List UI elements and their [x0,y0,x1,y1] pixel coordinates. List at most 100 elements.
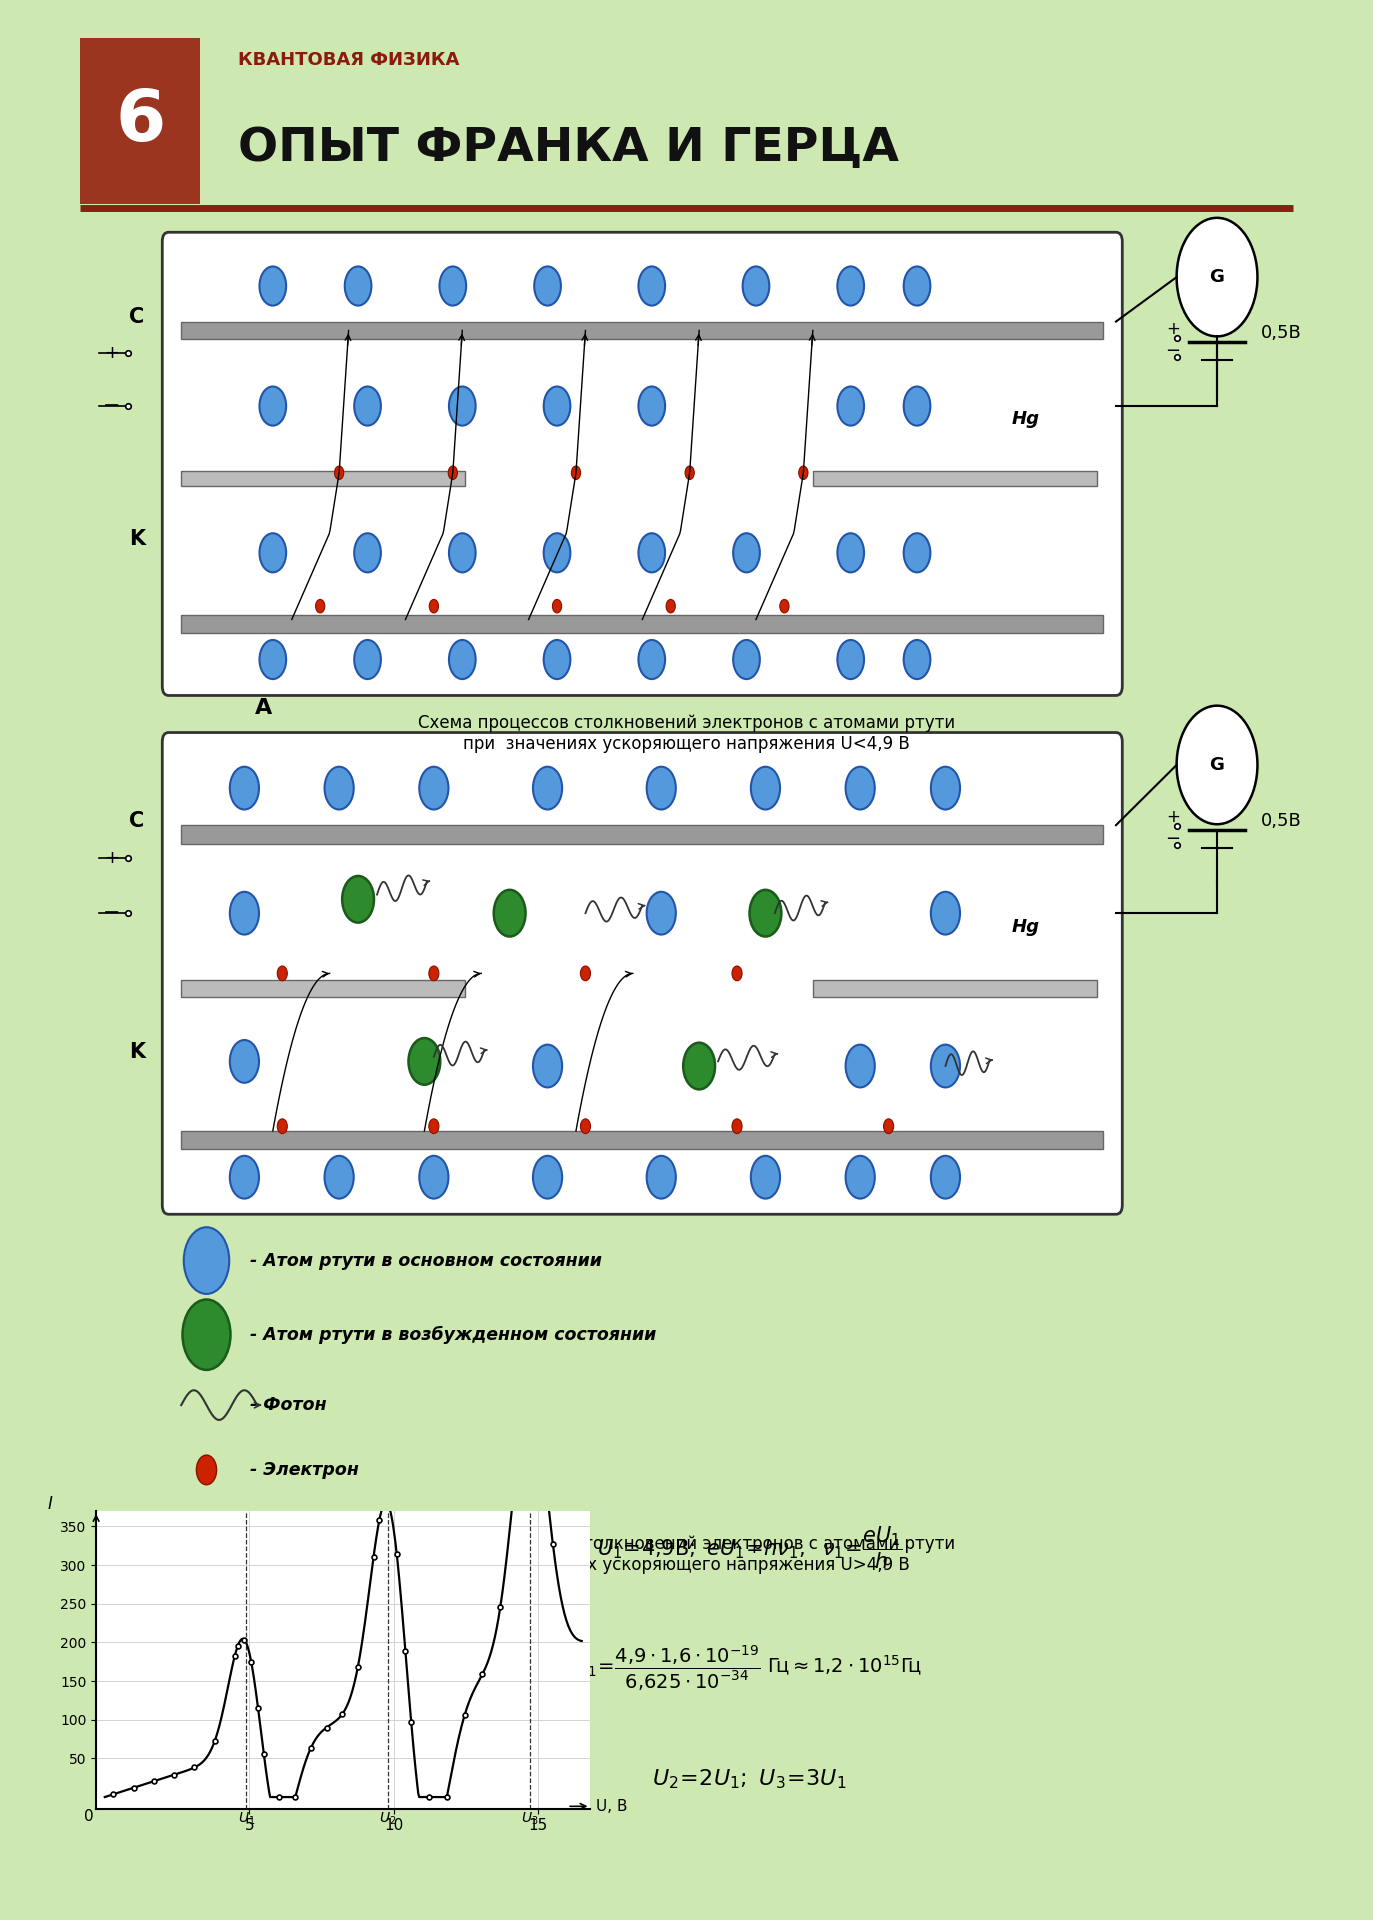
Circle shape [342,876,373,924]
Circle shape [354,534,380,572]
Circle shape [931,1156,960,1198]
Circle shape [666,599,676,612]
Bar [181,826,1104,843]
Text: +: + [104,849,119,866]
Text: 6: 6 [115,86,165,156]
Circle shape [733,639,759,680]
Circle shape [638,267,665,305]
Text: +: + [1166,808,1179,826]
Circle shape [533,1156,562,1198]
Circle shape [428,1119,439,1133]
Circle shape [750,889,781,937]
Circle shape [345,267,372,305]
Circle shape [229,766,259,810]
Circle shape [751,1156,780,1198]
Circle shape [732,966,741,981]
Circle shape [183,1300,231,1369]
Circle shape [277,966,287,981]
Bar [813,981,1097,996]
Circle shape [439,267,467,305]
Bar [181,614,1104,634]
Circle shape [428,966,439,981]
Text: Hg: Hg [1012,411,1039,428]
Text: 0,5В: 0,5В [1262,324,1302,342]
Text: C: C [129,810,144,831]
Circle shape [449,639,475,680]
Text: Hg: Hg [1012,918,1039,937]
Circle shape [780,599,789,612]
Bar [181,321,1104,340]
Text: +: + [104,344,119,361]
Circle shape [354,386,380,426]
Circle shape [931,891,960,935]
Text: G: G [1210,269,1225,286]
Circle shape [1177,707,1258,824]
Text: +: + [1166,321,1179,338]
Circle shape [316,599,325,612]
Text: 0,5В: 0,5В [1262,812,1302,829]
Text: K: K [129,1043,146,1062]
Circle shape [638,534,665,572]
Circle shape [324,1156,354,1198]
Circle shape [838,639,864,680]
Circle shape [903,267,931,305]
Circle shape [638,639,665,680]
Circle shape [419,766,449,810]
Circle shape [259,386,286,426]
Circle shape [544,639,570,680]
Circle shape [324,766,354,810]
FancyBboxPatch shape [162,733,1122,1213]
Text: K: K [129,530,146,549]
Circle shape [533,1044,562,1087]
Circle shape [184,1227,229,1294]
Circle shape [838,534,864,572]
Text: $U_2\!=\!2U_1;\ U_3\!=\!3U_1$: $U_2\!=\!2U_1;\ U_3\!=\!3U_1$ [652,1768,847,1791]
Text: ОПЫТ ФРАНКА И ГЕРЦА: ОПЫТ ФРАНКА И ГЕРЦА [238,127,899,171]
Text: $U_1\!=\!4{,}9\mathrm{B};\ eU_1\!=\!h\nu_1,\ \ \nu_1\!=\!\dfrac{eU_1}{h}$: $U_1\!=\!4{,}9\mathrm{B};\ eU_1\!=\!h\nu… [597,1524,902,1571]
Circle shape [449,386,475,426]
Circle shape [751,766,780,810]
Circle shape [196,1455,217,1484]
Text: - Электрон: - Электрон [244,1461,360,1478]
Circle shape [494,889,526,937]
Circle shape [571,467,581,480]
Circle shape [884,1119,894,1133]
FancyBboxPatch shape [80,38,200,205]
Bar [181,470,465,486]
Circle shape [1177,217,1258,336]
Text: −: − [103,902,121,924]
Text: - Атом ртути в возбужденном состоянии: - Атом ртути в возбужденном состоянии [244,1325,656,1344]
Text: $U_1$: $U_1$ [238,1811,255,1828]
Circle shape [544,386,570,426]
Circle shape [846,1156,875,1198]
Circle shape [259,534,286,572]
Circle shape [277,1119,287,1133]
Text: $U_2$: $U_2$ [379,1811,397,1828]
Circle shape [229,1041,259,1083]
Circle shape [419,1156,449,1198]
Circle shape [533,766,562,810]
Text: $\nu_1\!=\!\dfrac{4{,}9\cdot1{,}6\cdot10^{-19}}{6{,}625\cdot10^{-34}}\ \mathrm{\: $\nu_1\!=\!\dfrac{4{,}9\cdot1{,}6\cdot10… [577,1644,923,1693]
Circle shape [931,766,960,810]
Circle shape [335,467,343,480]
Text: Схема процессов столкновений электронов с атомами ртути
при  значениях ускоряюще: Схема процессов столкновений электронов … [417,1534,956,1574]
Text: C: C [129,307,144,326]
Circle shape [743,267,769,305]
Circle shape [647,1156,676,1198]
Text: −: − [103,396,121,417]
FancyBboxPatch shape [162,232,1122,695]
Circle shape [259,267,286,305]
Text: - Атом ртути в основном состоянии: - Атом ртути в основном состоянии [244,1252,603,1269]
Circle shape [647,766,676,810]
Text: −: − [1166,829,1181,849]
Circle shape [647,891,676,935]
Circle shape [581,1119,590,1133]
Circle shape [733,534,759,572]
Circle shape [449,534,475,572]
Circle shape [534,267,562,305]
Text: 0: 0 [84,1809,93,1824]
Circle shape [430,599,438,612]
Circle shape [229,891,259,935]
Circle shape [354,639,380,680]
Circle shape [448,467,457,480]
